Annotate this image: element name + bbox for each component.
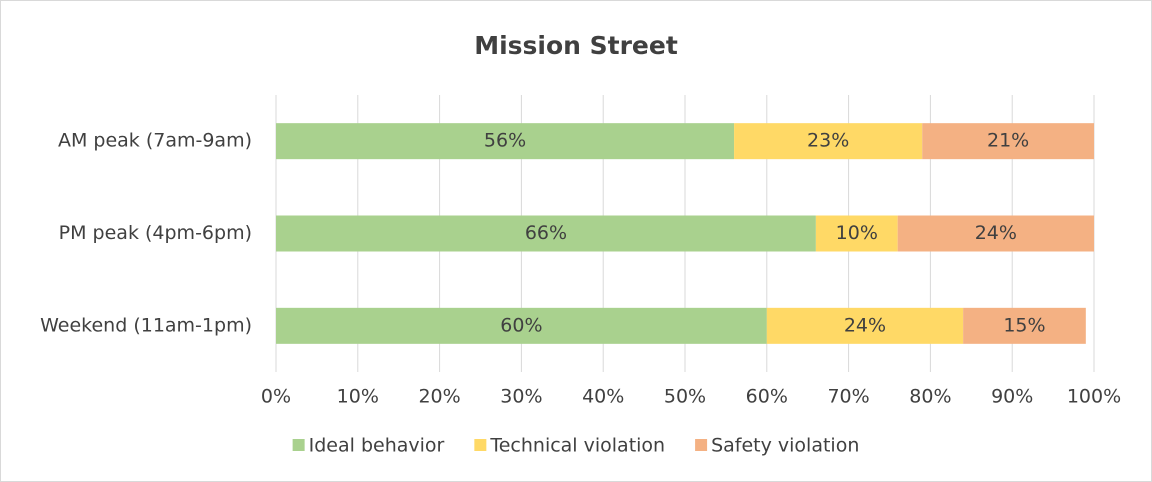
legend-swatch — [292, 439, 305, 451]
x-tick-label: 20% — [418, 386, 460, 408]
x-tick-label: 50% — [664, 386, 706, 408]
bar-segment — [276, 123, 735, 160]
y-tick-label: PM peak (4pm-6pm) — [59, 222, 252, 244]
y-tick-label: AM peak (7am-9am) — [58, 130, 252, 152]
x-tick-label: 80% — [909, 386, 951, 408]
bar-segment — [276, 215, 816, 252]
legend-label: Safety violation — [711, 435, 859, 457]
chart-title: Mission Street — [474, 31, 678, 60]
x-tick-label: 60% — [746, 386, 788, 408]
bar-segment — [734, 123, 923, 160]
x-tick-label: 0% — [261, 386, 291, 408]
x-tick-label: 90% — [991, 386, 1033, 408]
data-label: 66% — [525, 222, 567, 244]
data-label: 15% — [1003, 314, 1045, 336]
bar-segment — [897, 215, 1094, 252]
bar-segment — [922, 123, 1094, 160]
legend-label: Ideal behavior — [309, 435, 445, 457]
bar-segment — [766, 307, 964, 344]
data-label: 24% — [844, 314, 886, 336]
legend-label: Technical violation — [489, 435, 665, 457]
x-tick-label: 10% — [337, 386, 379, 408]
data-label: 60% — [500, 314, 542, 336]
bar-segment — [815, 215, 898, 252]
x-tick-label: 30% — [500, 386, 542, 408]
bar-segment — [963, 307, 1086, 344]
y-tick-label: Weekend (11am-1pm) — [40, 314, 252, 336]
legend-swatch — [695, 439, 708, 451]
x-tick-label: 40% — [582, 386, 624, 408]
legend-swatch — [474, 439, 487, 451]
data-label: 21% — [987, 130, 1029, 152]
data-label: 24% — [975, 222, 1017, 244]
data-label: 56% — [484, 130, 526, 152]
data-label: 23% — [807, 130, 849, 152]
x-tick-label: 100% — [1067, 386, 1121, 408]
bar-segment — [276, 307, 767, 344]
data-label: 10% — [836, 222, 878, 244]
x-tick-label: 70% — [827, 386, 869, 408]
